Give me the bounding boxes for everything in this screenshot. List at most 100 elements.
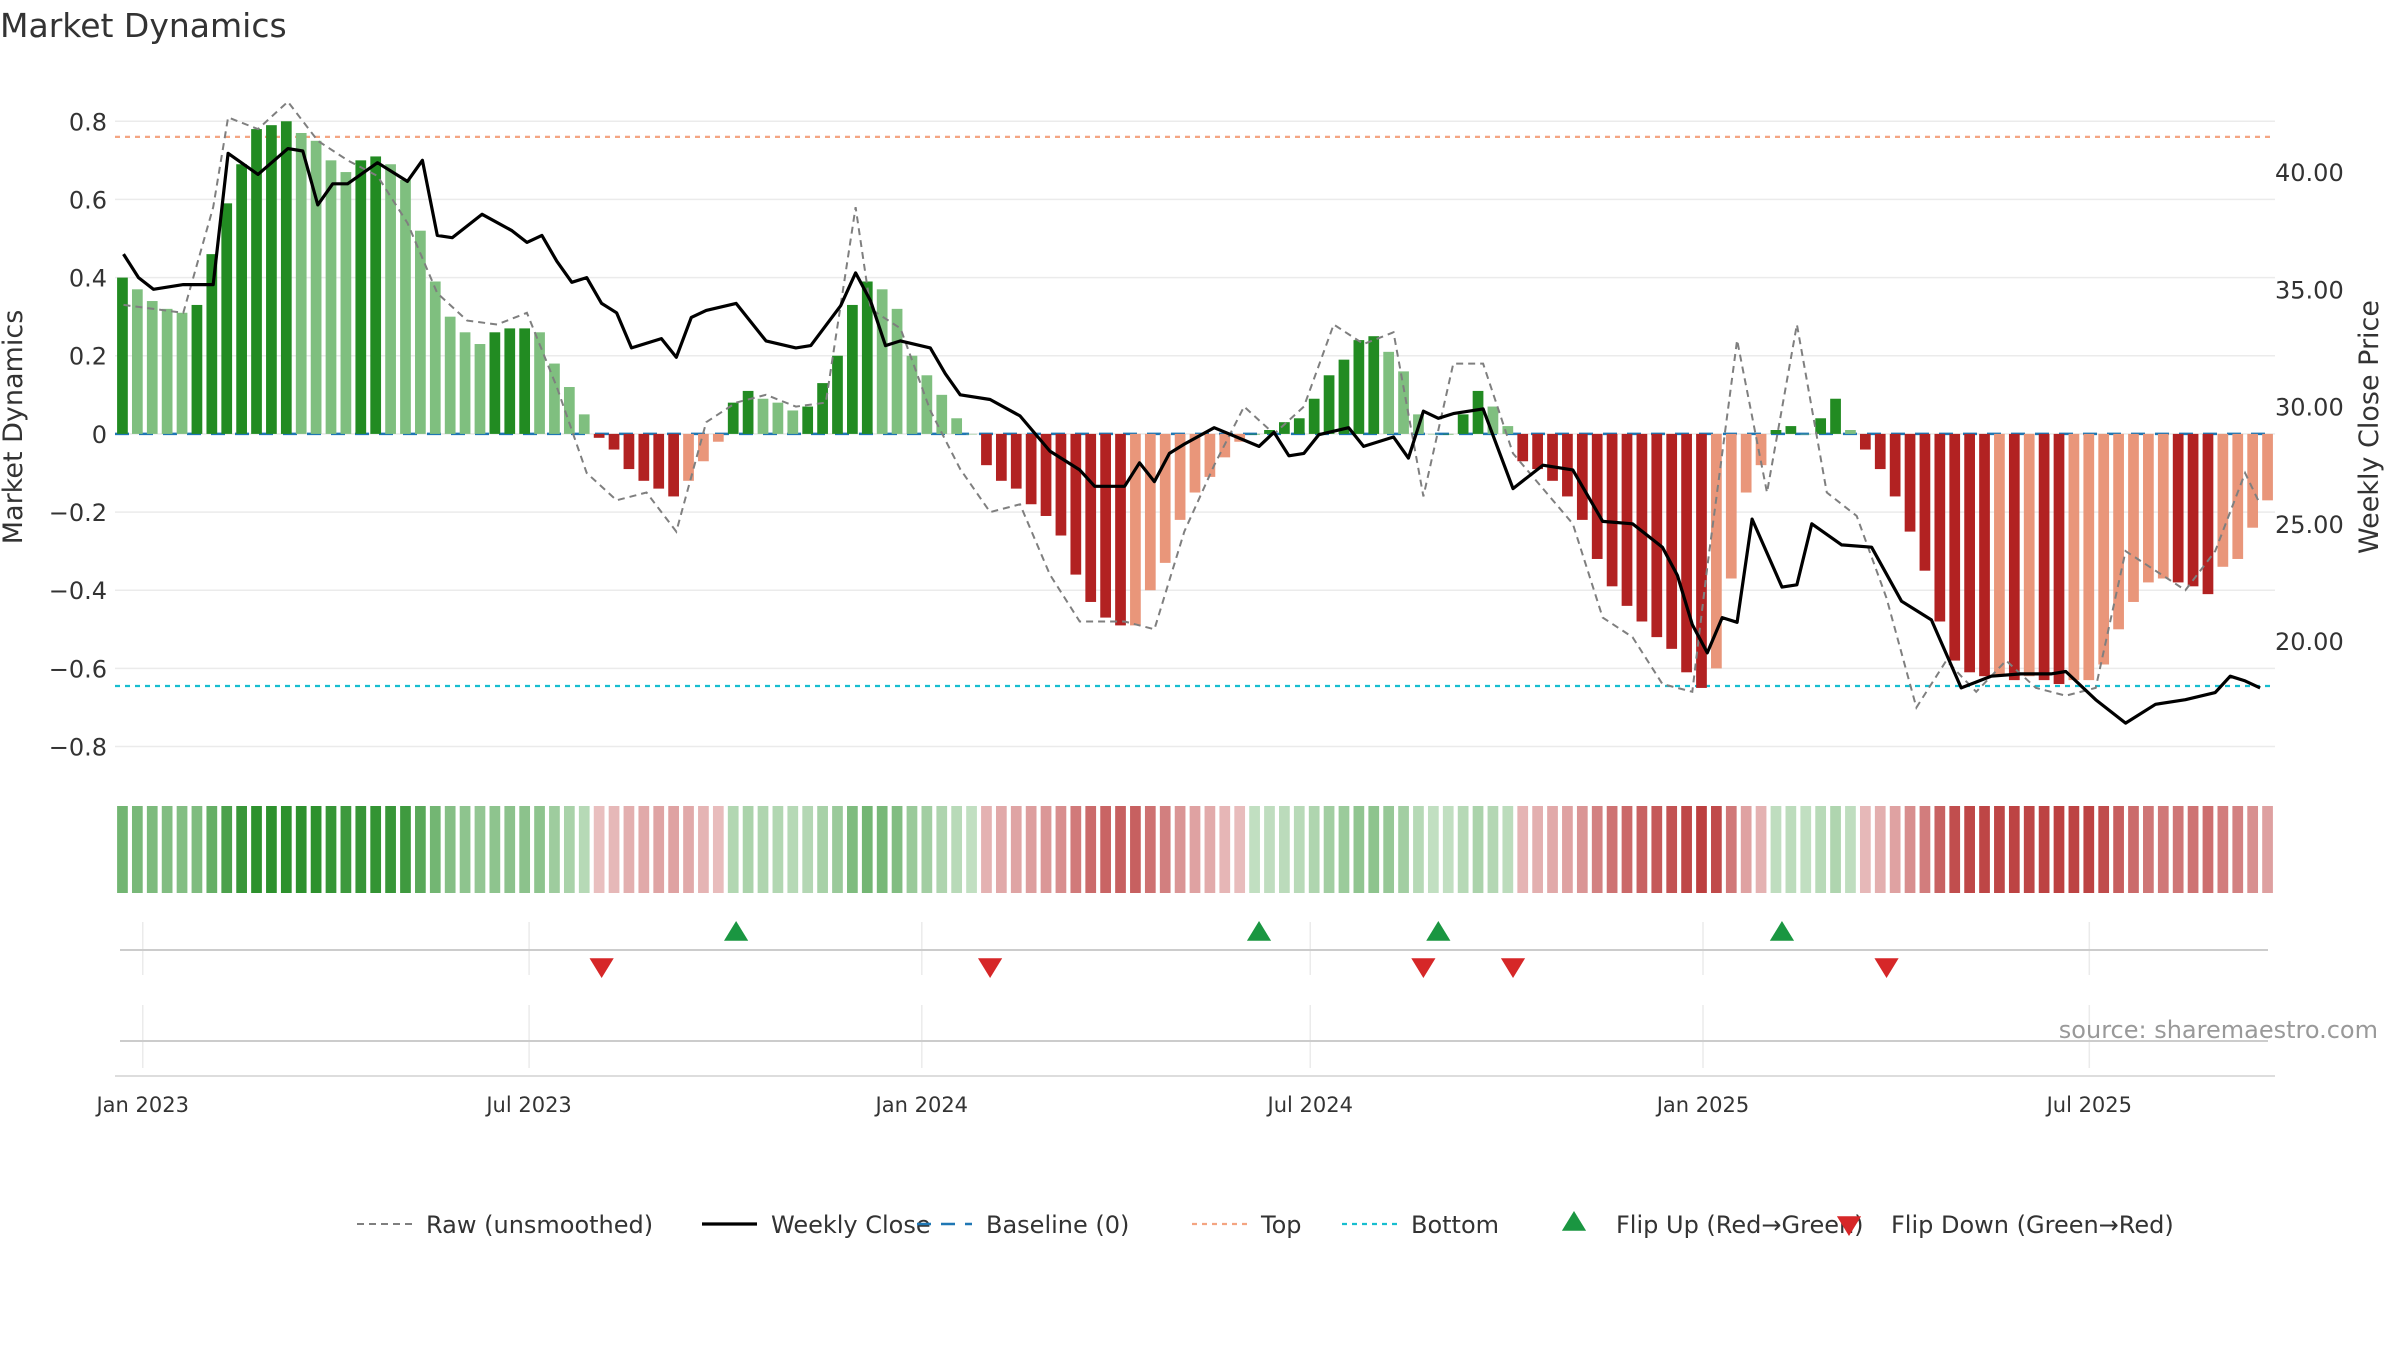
heat-cell bbox=[1055, 806, 1067, 893]
dynamics-bar bbox=[802, 406, 814, 434]
flip-down-marker bbox=[977, 958, 1003, 978]
heat-cell bbox=[1532, 806, 1543, 893]
heat-cell bbox=[1815, 806, 1827, 893]
dynamics-bar bbox=[1323, 375, 1335, 434]
y-left-tick-label: 0.8 bbox=[69, 108, 107, 136]
heat-cell bbox=[221, 806, 233, 893]
heat-cell bbox=[1755, 806, 1767, 893]
dynamics-bar bbox=[1308, 398, 1320, 434]
heat-cell bbox=[578, 806, 590, 893]
dynamics-bar bbox=[1159, 433, 1171, 563]
dynamics-bar bbox=[251, 129, 262, 434]
heat-cell bbox=[1398, 806, 1409, 893]
heat-cell bbox=[415, 806, 426, 893]
dynamics-bar bbox=[1681, 433, 1692, 673]
dynamics-bar bbox=[2068, 433, 2080, 681]
dynamics-bar bbox=[1800, 433, 1812, 435]
dynamics-bar bbox=[340, 172, 352, 434]
dynamics-bar bbox=[2098, 433, 2110, 665]
price-lines bbox=[122, 100, 2262, 725]
dynamics-bar bbox=[817, 383, 828, 434]
flip-up-marker bbox=[1426, 921, 1451, 941]
heat-cell bbox=[966, 806, 977, 893]
dynamics-bar bbox=[742, 390, 754, 434]
heat-cell bbox=[1770, 806, 1782, 893]
dynamics-bar bbox=[1398, 371, 1409, 434]
dynamics-bar bbox=[280, 121, 292, 434]
heat-cell bbox=[936, 806, 948, 893]
dynamics-bar bbox=[1934, 433, 1946, 622]
flip-down-marker bbox=[589, 958, 614, 978]
x-tick-label: Jan 2025 bbox=[1655, 1093, 1750, 1117]
dynamics-bar bbox=[1338, 359, 1350, 434]
heat-cell bbox=[1472, 806, 1484, 893]
legend-label: Weekly Close bbox=[771, 1211, 931, 1239]
dynamics-bar bbox=[1621, 433, 1633, 606]
legend-item: Flip Down (Green→Red) bbox=[1836, 1211, 2174, 1239]
heat-cell bbox=[1383, 806, 1395, 893]
grid-lines bbox=[115, 120, 2275, 1068]
dynamics-bar bbox=[787, 410, 799, 434]
heat-cell bbox=[266, 806, 277, 893]
legend-label: Baseline (0) bbox=[986, 1211, 1129, 1239]
dynamics-bar bbox=[981, 433, 992, 466]
heat-cell bbox=[1562, 806, 1573, 893]
heat-cell bbox=[1502, 806, 1514, 893]
flip-down-marker bbox=[1500, 958, 1526, 978]
dynamics-bar bbox=[1144, 433, 1156, 591]
heat-cell bbox=[1606, 806, 1618, 893]
dynamics-bar bbox=[2232, 433, 2244, 559]
legend-item: Baseline (0) bbox=[917, 1211, 1129, 1239]
heat-cell bbox=[2068, 806, 2080, 893]
heat-cell bbox=[1859, 806, 1871, 893]
dynamics-bar bbox=[236, 164, 247, 434]
heat-cell bbox=[1204, 806, 1216, 893]
heat-cell bbox=[712, 806, 724, 893]
dynamics-bar bbox=[1606, 433, 1618, 587]
x-tick-label: Jul 2024 bbox=[1266, 1093, 1353, 1117]
heat-cell bbox=[1323, 806, 1335, 893]
legend-label: Raw (unsmoothed) bbox=[426, 1211, 653, 1239]
heat-cell bbox=[1666, 806, 1678, 893]
flip-markers-panel bbox=[115, 921, 2275, 1077]
dynamics-bar bbox=[608, 433, 620, 450]
dynamics-bar bbox=[1368, 336, 1380, 434]
dynamics-bar bbox=[459, 332, 471, 434]
dynamics-bar bbox=[1815, 418, 1827, 434]
dynamics-bar bbox=[519, 328, 531, 434]
heat-cell bbox=[1636, 806, 1648, 893]
y-left-axis-label: Market Dynamics bbox=[0, 310, 29, 545]
y-right-tick-label: 35.00 bbox=[2275, 276, 2344, 304]
heat-cell bbox=[1964, 806, 1975, 893]
legend-item: Top bbox=[1192, 1211, 1302, 1239]
dynamics-bar bbox=[1830, 398, 1841, 434]
heat-cell bbox=[2008, 806, 2020, 893]
dynamics-bar bbox=[861, 281, 873, 434]
y-right-tick-label: 25.00 bbox=[2275, 511, 2344, 539]
dynamics-bar bbox=[891, 308, 903, 434]
heat-cell bbox=[1338, 806, 1350, 893]
dynamics-bar bbox=[1010, 433, 1022, 489]
heat-cell bbox=[534, 806, 545, 893]
heat-cell bbox=[1293, 806, 1305, 893]
heat-cell bbox=[1115, 806, 1126, 893]
dynamics-bar bbox=[385, 164, 396, 434]
dynamics-bar bbox=[1204, 433, 1216, 477]
heat-cell bbox=[2098, 806, 2110, 893]
dynamics-bar bbox=[638, 433, 650, 481]
dynamics-bar bbox=[2202, 433, 2214, 595]
heat-cell bbox=[891, 806, 903, 893]
x-tick-label: Jul 2023 bbox=[484, 1093, 571, 1117]
dynamics-bar bbox=[1025, 433, 1037, 505]
source-note: source: sharemaestro.com bbox=[2059, 1016, 2378, 1044]
heat-cell bbox=[176, 806, 188, 893]
heat-cell bbox=[519, 806, 531, 893]
heat-cell bbox=[1651, 806, 1663, 893]
heat-cell bbox=[1427, 806, 1439, 893]
heat-cell bbox=[1621, 806, 1633, 893]
dynamics-bar bbox=[1457, 414, 1469, 434]
y-left-tick-label: 0.4 bbox=[69, 265, 107, 293]
flip-down-marker bbox=[1874, 958, 1899, 978]
dynamics-bar bbox=[563, 387, 575, 434]
dynamics-bar bbox=[1487, 406, 1499, 434]
